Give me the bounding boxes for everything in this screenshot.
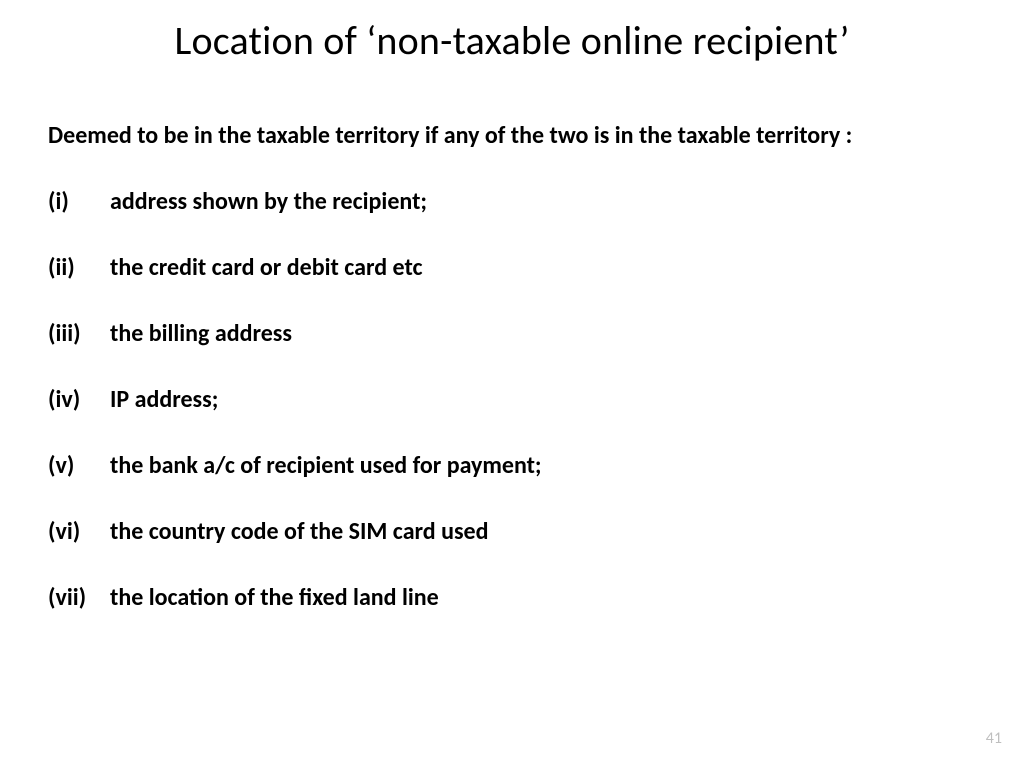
list-item: (ii) the credit card or debit card etc [48,253,976,283]
list-item: (vi) the country code of the SIM card us… [48,517,976,547]
items-list: (i) address shown by the recipient; (ii)… [48,187,976,613]
slide: Location of ‘non-taxable online recipien… [0,0,1024,768]
list-item: (vii) the location of the fixed land lin… [48,583,976,613]
item-text: IP address; [110,385,976,415]
page-number: 41 [986,729,1002,748]
list-item: (iii) the billing address [48,319,976,349]
intro-paragraph: Deemed to be in the taxable territory if… [48,121,976,151]
item-text: the credit card or debit card etc [110,253,976,283]
list-item: (i) address shown by the recipient; [48,187,976,217]
item-text: the bank a/c of recipient used for payme… [110,451,976,481]
item-number: (vii) [48,583,110,613]
item-number: (vi) [48,517,110,547]
intro-text: Deemed to be in the taxable territory if… [48,121,976,151]
list-item: (v) the bank a/c of recipient used for p… [48,451,976,481]
item-text: address shown by the recipient; [110,187,976,217]
item-text: the country code of the SIM card used [110,517,976,547]
list-item: (iv) IP address; [48,385,976,415]
item-text: the location of the fixed land line [110,583,976,613]
slide-title: Location of ‘non-taxable online recipien… [48,16,976,65]
item-number: (ii) [48,253,110,283]
item-number: (iii) [48,319,110,349]
item-number: (i) [48,187,110,217]
item-number: (v) [48,451,110,481]
item-number: (iv) [48,385,110,415]
item-text: the billing address [110,319,976,349]
